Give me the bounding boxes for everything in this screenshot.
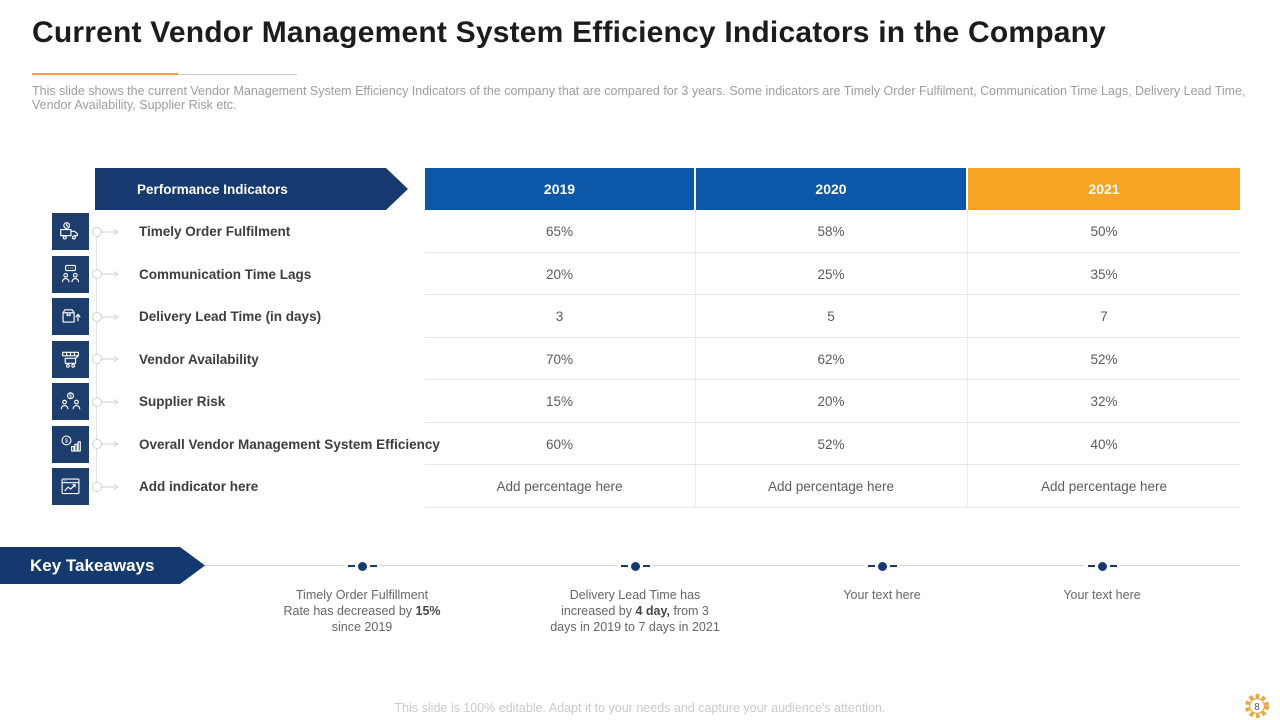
- table-row: $ Overall Vendor Management System Effic…: [52, 423, 1240, 465]
- row-divider: [425, 337, 1240, 338]
- add-percentage-placeholder-2021[interactable]: Add percentage here: [1040, 479, 1168, 494]
- row-divider: [425, 464, 1240, 465]
- takeaway-text-placeholder[interactable]: Your text here: [843, 588, 921, 602]
- svg-text:$: $: [69, 394, 72, 400]
- connector-arrow-icon: [92, 269, 119, 279]
- takeaway-text-placeholder[interactable]: Your text here: [1063, 588, 1141, 602]
- cell-2020: 25%: [817, 266, 845, 282]
- communication-icon: [52, 256, 89, 293]
- row-label: Vendor Availability: [139, 351, 259, 367]
- cell-2021: 52%: [1090, 351, 1118, 367]
- add-percentage-placeholder-2019[interactable]: Add percentage here: [496, 479, 623, 494]
- row-divider: [425, 294, 1240, 295]
- add-indicator-placeholder[interactable]: Add indicator here: [139, 479, 259, 494]
- column-header-2021: 2021: [968, 168, 1240, 210]
- cell-2021: 32%: [1090, 394, 1118, 409]
- row-label: Delivery Lead Time (in days): [139, 309, 322, 324]
- takeaways-timeline: [205, 565, 1240, 566]
- cell-2019: 15%: [545, 394, 574, 409]
- row-label: Timely Order Fulfilment: [139, 224, 291, 239]
- page-title: Current Vendor Management System Efficie…: [32, 16, 1107, 49]
- connector-arrow-icon: [92, 226, 119, 237]
- add-indicator-icon: [52, 468, 89, 505]
- takeaway-text: Timely Order Fulfillment Rate has decrea…: [283, 588, 441, 634]
- efficiency-icon: $: [52, 426, 89, 463]
- connector-arrow-icon: [92, 396, 119, 407]
- cell-2020: 58%: [817, 224, 845, 239]
- row-label: Overall Vendor Management System Efficie…: [139, 436, 440, 452]
- column-header-2019: 2019: [425, 168, 694, 210]
- connector-arrow-icon: [92, 439, 119, 449]
- performance-indicators-label: Performance Indicators: [137, 181, 288, 197]
- add-percentage-placeholder-2020[interactable]: Add percentage here: [767, 479, 895, 494]
- performance-indicators-banner: Performance Indicators: [95, 168, 408, 210]
- cell-2019: 65%: [545, 224, 574, 239]
- table-row: Delivery Lead Time (in days) 3 5 7: [52, 295, 1240, 338]
- package-icon: [52, 298, 89, 335]
- row-label: Supplier Risk: [139, 394, 226, 409]
- cell-2019: 3: [555, 309, 564, 324]
- cell-2021: 50%: [1090, 224, 1118, 239]
- svg-text:$: $: [65, 439, 69, 445]
- cell-2019: 70%: [545, 351, 574, 367]
- title-underline-accent: [32, 73, 178, 75]
- supplier-risk-icon: $: [52, 383, 89, 420]
- key-takeaways-banner: Key Takeaways: [0, 547, 205, 584]
- row-divider: [425, 379, 1240, 380]
- row-divider: [425, 507, 1240, 508]
- table-row: Add indicator here Add percentage here A…: [52, 465, 1240, 508]
- slide-description: This slide shows the current Vendor Mana…: [32, 84, 1246, 113]
- connector-arrow-icon: [92, 311, 119, 322]
- cell-2021: 35%: [1090, 266, 1118, 282]
- takeaway-text: Delivery Lead Time has increased by 4 da…: [550, 588, 720, 634]
- cell-2019: 60%: [545, 436, 574, 452]
- cell-2019: 20%: [545, 266, 574, 282]
- table-row: Communication Time Lags 20% 25% 35%: [52, 253, 1240, 295]
- key-takeaways-heading: Key Takeaways: [30, 555, 155, 575]
- truck-clock-icon: [52, 213, 89, 250]
- column-header-2020: 2020: [696, 168, 966, 210]
- column-divider: [967, 210, 968, 508]
- vendor-stall-icon: [52, 341, 89, 378]
- cell-2020: 5: [827, 309, 835, 324]
- gear-icon: 8: [1245, 694, 1269, 718]
- column-divider: [695, 210, 696, 508]
- table-row: $ Supplier Risk 15% 20% 32%: [52, 380, 1240, 423]
- connector-arrow-icon: [92, 481, 119, 492]
- cell-2020: 52%: [817, 436, 845, 452]
- row-label: Communication Time Lags: [139, 266, 312, 282]
- cell-2021: 7: [1100, 309, 1108, 324]
- row-divider: [425, 422, 1240, 423]
- cell-2020: 20%: [817, 394, 845, 409]
- timeline-dot: [617, 559, 653, 573]
- footer-note: This slide is 100% editable. Adapt it to…: [394, 701, 886, 715]
- timeline-dot: [864, 559, 900, 573]
- cell-2021: 40%: [1090, 436, 1118, 452]
- table-row: Vendor Availability 70% 62% 52%: [52, 338, 1240, 380]
- title-underline: [178, 74, 297, 75]
- page-number: 8: [1254, 702, 1260, 713]
- row-divider: [425, 252, 1240, 253]
- cell-2020: 62%: [817, 351, 845, 367]
- timeline-dot: [1084, 559, 1120, 573]
- connector-arrow-icon: [92, 354, 119, 364]
- table-row: Timely Order Fulfilment 65% 58% 50%: [52, 210, 1240, 253]
- timeline-dot: [344, 559, 380, 573]
